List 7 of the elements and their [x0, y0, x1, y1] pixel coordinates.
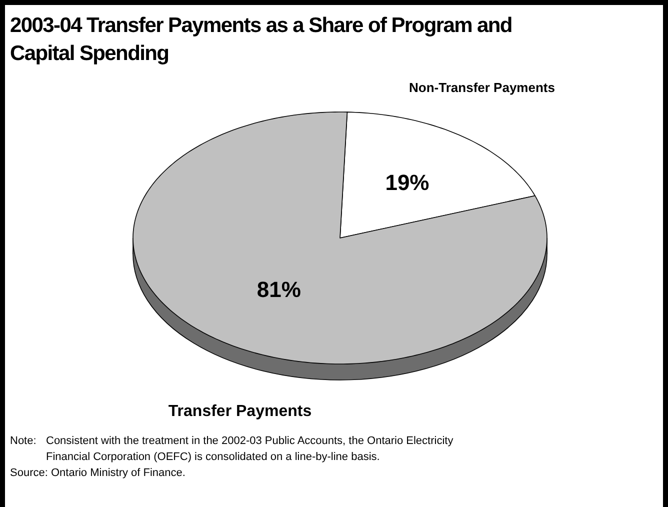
slice-label: Transfer Payments [168, 403, 312, 420]
data-label: 19% [385, 170, 430, 196]
chart-title: 2003-04 Transfer Payments as a Share of Program and Capital Spending [10, 14, 512, 65]
slice-label: Non-Transfer Payments [409, 80, 555, 95]
text: Note: Consistent with the treatment in the 2002-03 Public Accounts, the Ontario Electricity Financial Corporation (OEFC) is consolidated on a line-by-line basis. [10, 435, 454, 463]
data-label: 81% [256, 276, 301, 302]
source-note: Source: Ontario Ministry of Finance. [10, 467, 186, 479]
